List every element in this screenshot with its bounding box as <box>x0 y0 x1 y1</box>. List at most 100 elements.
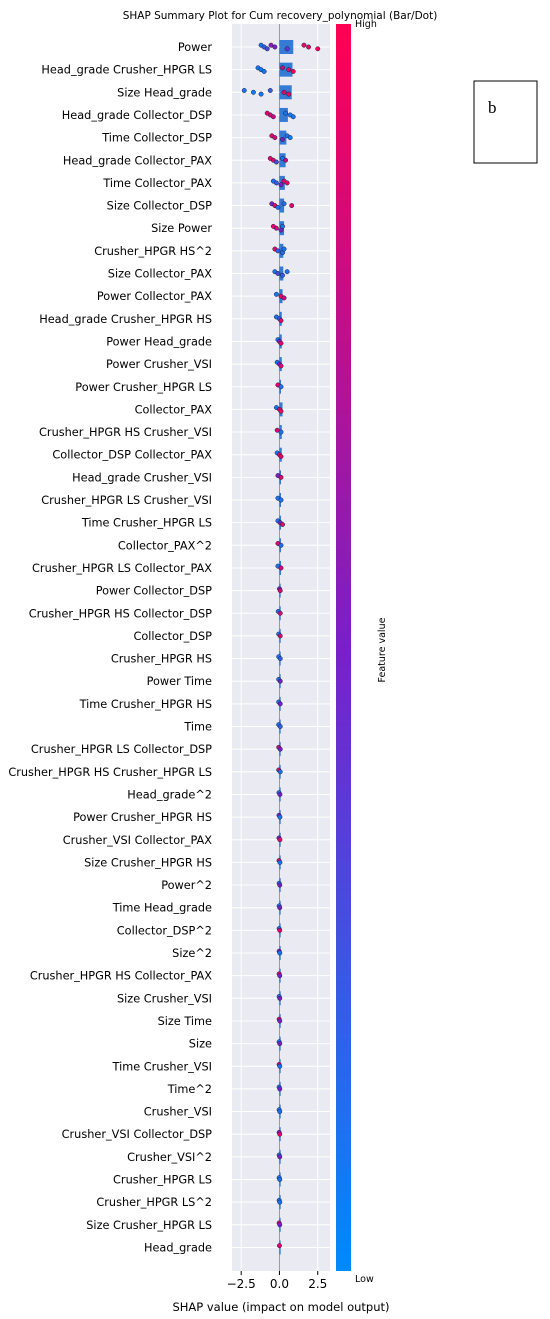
colorbar-high-label: High <box>355 19 377 30</box>
shap-point <box>272 44 278 50</box>
shap-point <box>273 159 279 165</box>
shap-point <box>286 91 292 97</box>
feature-label: Collector_DSP^2 <box>117 924 212 937</box>
feature-label: Crusher_HPGR HS^2 <box>94 245 212 258</box>
shap-point <box>280 136 285 142</box>
shap-point <box>280 272 285 278</box>
shap-point <box>277 1243 282 1249</box>
shap-point <box>286 67 292 73</box>
feature-label: Power^2 <box>161 879 212 892</box>
shap-point <box>241 88 247 93</box>
feature-label: Crusher_HPGR HS <box>111 653 212 666</box>
shap-point <box>289 203 295 209</box>
shap-point <box>278 565 284 571</box>
shap-point <box>277 814 283 820</box>
feature-label: Collector_DSP <box>133 630 212 643</box>
points <box>241 42 321 1249</box>
shap-bar <box>279 107 288 122</box>
shap-point <box>277 973 283 979</box>
shap-point <box>280 223 285 229</box>
shap-point <box>267 88 273 93</box>
colorbar-title: Feature value <box>377 617 388 682</box>
x-axis-label: SHAP value (impact on model output) <box>172 1300 389 1314</box>
feature-label: Power Collector_DSP <box>96 585 212 598</box>
feature-label: Size Time <box>158 1015 212 1028</box>
feature-label: Head_grade Collector_PAX <box>63 154 212 167</box>
feature-label: Crusher_HPGR LS Crusher_VSI <box>41 494 212 507</box>
feature-label: Size Head_grade <box>117 86 212 99</box>
feature-label: Crusher_HPGR HS Crusher_VSI <box>39 426 212 439</box>
shap-point <box>277 995 283 1001</box>
feature-label: Power <box>178 41 213 54</box>
feature-label: Crusher_HPGR LS <box>113 1174 212 1187</box>
shap-point <box>287 135 293 141</box>
shap-point <box>277 792 283 797</box>
shap-point <box>264 46 270 52</box>
feature-label: Size Collector_DSP <box>107 200 213 213</box>
shap-point <box>290 69 296 74</box>
feature-label: Size Collector_PAX <box>108 268 212 281</box>
shap-point <box>277 927 283 933</box>
shap-point <box>306 44 312 50</box>
shap-point <box>277 859 283 865</box>
shap-point <box>281 201 287 207</box>
feature-label: Time Crusher_HPGR LS <box>81 517 212 530</box>
feature-label: Crusher_VSI Collector_DSP <box>62 1128 213 1141</box>
feature-label: Time Collector_DSP <box>101 132 212 145</box>
shap-point <box>277 1222 283 1228</box>
shap-point <box>277 701 283 707</box>
feature-label: Crusher_HPGR HS Collector_PAX <box>30 970 212 983</box>
feature-label: Crusher_HPGR LS Collector_PAX <box>32 562 212 575</box>
feature-label: Size Crusher_VSI <box>117 992 212 1005</box>
shap-point <box>278 454 284 459</box>
shap-point <box>278 474 284 480</box>
feature-label: Crusher_HPGR LS Collector_DSP <box>31 743 212 756</box>
feature-label: Crusher_VSI <box>144 1106 212 1119</box>
shap-point <box>284 46 290 52</box>
feature-labels: Power Head_grade Crusher_HPGR LS Size Head… <box>8 41 212 1254</box>
colorbar-low-label: Low <box>355 1274 374 1285</box>
shap-point <box>272 135 278 141</box>
shap-point <box>278 340 284 346</box>
shap-point <box>261 69 267 74</box>
feature-label: Power Crusher_HPGR LS <box>75 381 212 394</box>
shap-point <box>281 295 287 301</box>
feature-label: Power Collector_PAX <box>97 290 212 303</box>
feature-label: Size <box>189 1038 212 1051</box>
shap-point <box>301 42 307 48</box>
shap-point <box>277 1018 283 1024</box>
shap-point <box>250 89 256 95</box>
shap-point <box>275 248 281 254</box>
shap-point <box>278 182 284 188</box>
feature-label: Collector_DSP Collector_PAX <box>52 449 212 462</box>
shap-point <box>270 114 276 120</box>
shap-point <box>277 746 283 752</box>
shap-point <box>277 837 283 843</box>
shap-point <box>281 246 287 252</box>
colorbar <box>336 24 351 1271</box>
shap-point <box>277 1199 283 1205</box>
shap-point <box>258 91 264 97</box>
feature-label: Head_grade <box>144 1241 212 1254</box>
feature-label: Crusher_VSI^2 <box>127 1151 212 1164</box>
shap-point <box>277 588 283 594</box>
feature-label: Time^2 <box>167 1083 212 1096</box>
feature-label: Head_grade Crusher_VSI <box>72 471 212 484</box>
x-ticks: −2.5 0.0 2.5 <box>227 1271 327 1291</box>
feature-label: Time Collector_PAX <box>102 177 212 190</box>
shap-point <box>278 408 284 414</box>
shap-point <box>280 522 285 527</box>
shap-point <box>277 724 283 729</box>
shap-point <box>277 769 283 775</box>
feature-label: Head_grade Collector_DSP <box>62 109 212 122</box>
shap-point <box>278 318 284 324</box>
shap-point <box>273 180 279 186</box>
shap-point <box>277 1086 283 1092</box>
feature-label: Time Head_grade <box>112 902 212 915</box>
shap-point <box>283 110 289 116</box>
shap-point <box>277 1131 283 1137</box>
feature-label: Collector_PAX^2 <box>118 539 212 552</box>
shap-point <box>277 678 283 684</box>
panel-label: b <box>488 98 497 117</box>
